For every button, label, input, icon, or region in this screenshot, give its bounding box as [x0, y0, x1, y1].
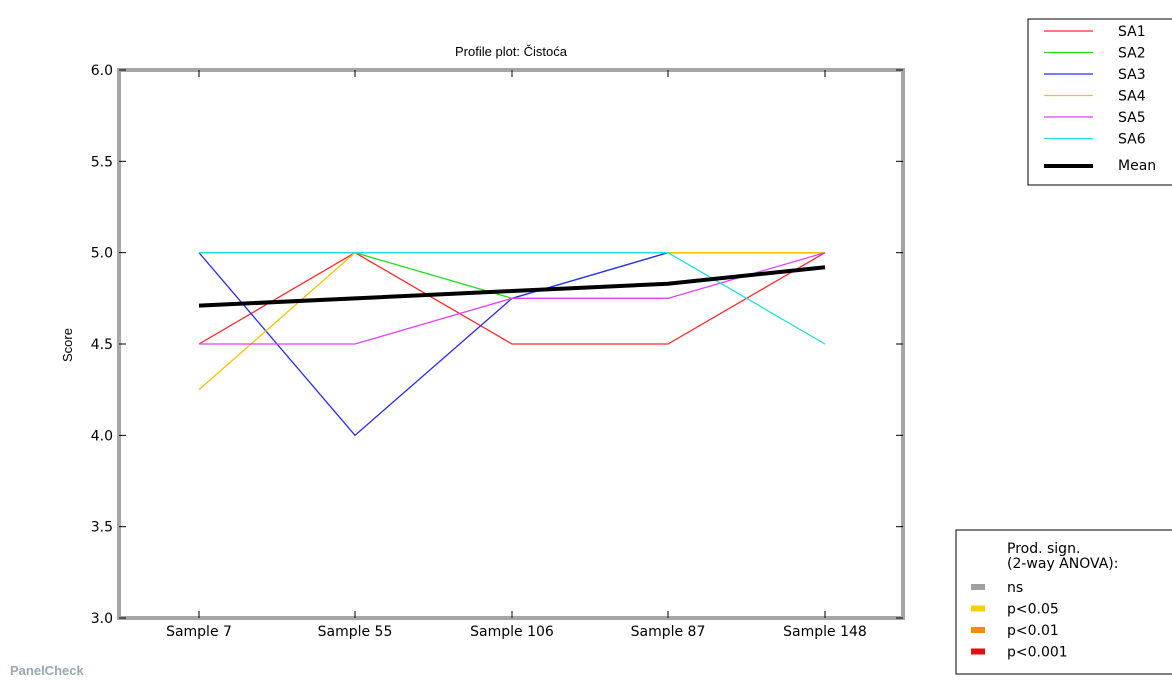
significance-legend-title-2: (2-way ANOVA):: [1007, 556, 1118, 572]
legend-label-sa5: SA5: [1118, 110, 1146, 126]
y-tick-label: 5.0: [91, 246, 113, 262]
y-tick-label: 3.0: [91, 611, 113, 627]
significance-label: p<0.01: [1007, 623, 1059, 639]
series-line-mean: [198, 265, 826, 308]
legend-label-sa4: SA4: [1118, 89, 1146, 105]
series-legend: SA1 SA2 SA3 SA4 SA5 SA6 Mean: [1027, 18, 1172, 186]
y-tick-label: 4.0: [91, 428, 113, 444]
series-line-sa1: [198, 251, 826, 345]
significance-legend-box: [955, 529, 1172, 675]
x-tick-label: Sample 55: [318, 624, 393, 640]
significance-label: p<0.001: [1007, 645, 1068, 661]
x-tick-label: Sample 148: [783, 624, 867, 640]
axis-ticks: [119, 69, 903, 619]
y-tick-label: 6.0: [91, 63, 113, 79]
x-tick-label: Sample 87: [631, 624, 706, 640]
y-tick-label: 5.5: [91, 154, 113, 170]
y-tick-label: 4.5: [91, 337, 113, 353]
legend-label-sa1: SA1: [1118, 24, 1146, 40]
x-tick-label: Sample 7: [166, 624, 232, 640]
x-tick-label: Sample 106: [470, 624, 554, 640]
legend-label-mean: Mean: [1118, 158, 1156, 174]
y-axis-label: Score: [60, 328, 75, 362]
series-lines: [198, 251, 826, 437]
tick-labels: 3.0 3.5 4.0 4.5 5.0 5.5 6.0 Sample 7 Sample 55 Sa…: [91, 63, 867, 640]
significance-legend-title-1: Prod. sign.: [1007, 541, 1080, 557]
panelcheck-brand: PanelCheck: [10, 663, 84, 678]
series-line-sa6: [199, 252, 826, 345]
significance-label: p<0.05: [1007, 602, 1059, 618]
y-tick-label: 3.5: [91, 520, 113, 536]
significance-swatch: [971, 648, 985, 655]
legend-label-sa6: SA6: [1118, 132, 1146, 148]
legend-box: [1027, 18, 1172, 186]
significance-swatch: [971, 584, 985, 590]
significance-swatch: [971, 605, 985, 612]
legend-label-sa3: SA3: [1118, 67, 1146, 83]
significance-label: ns: [1007, 580, 1023, 596]
chart-title: Profile plot: Čistoća: [455, 44, 568, 59]
legend-label-sa2: SA2: [1118, 46, 1146, 62]
significance-swatch: [971, 627, 985, 633]
significance-legend: Prod. sign. (2-way ANOVA): ns p<0.05 p<0.0…: [955, 529, 1172, 675]
